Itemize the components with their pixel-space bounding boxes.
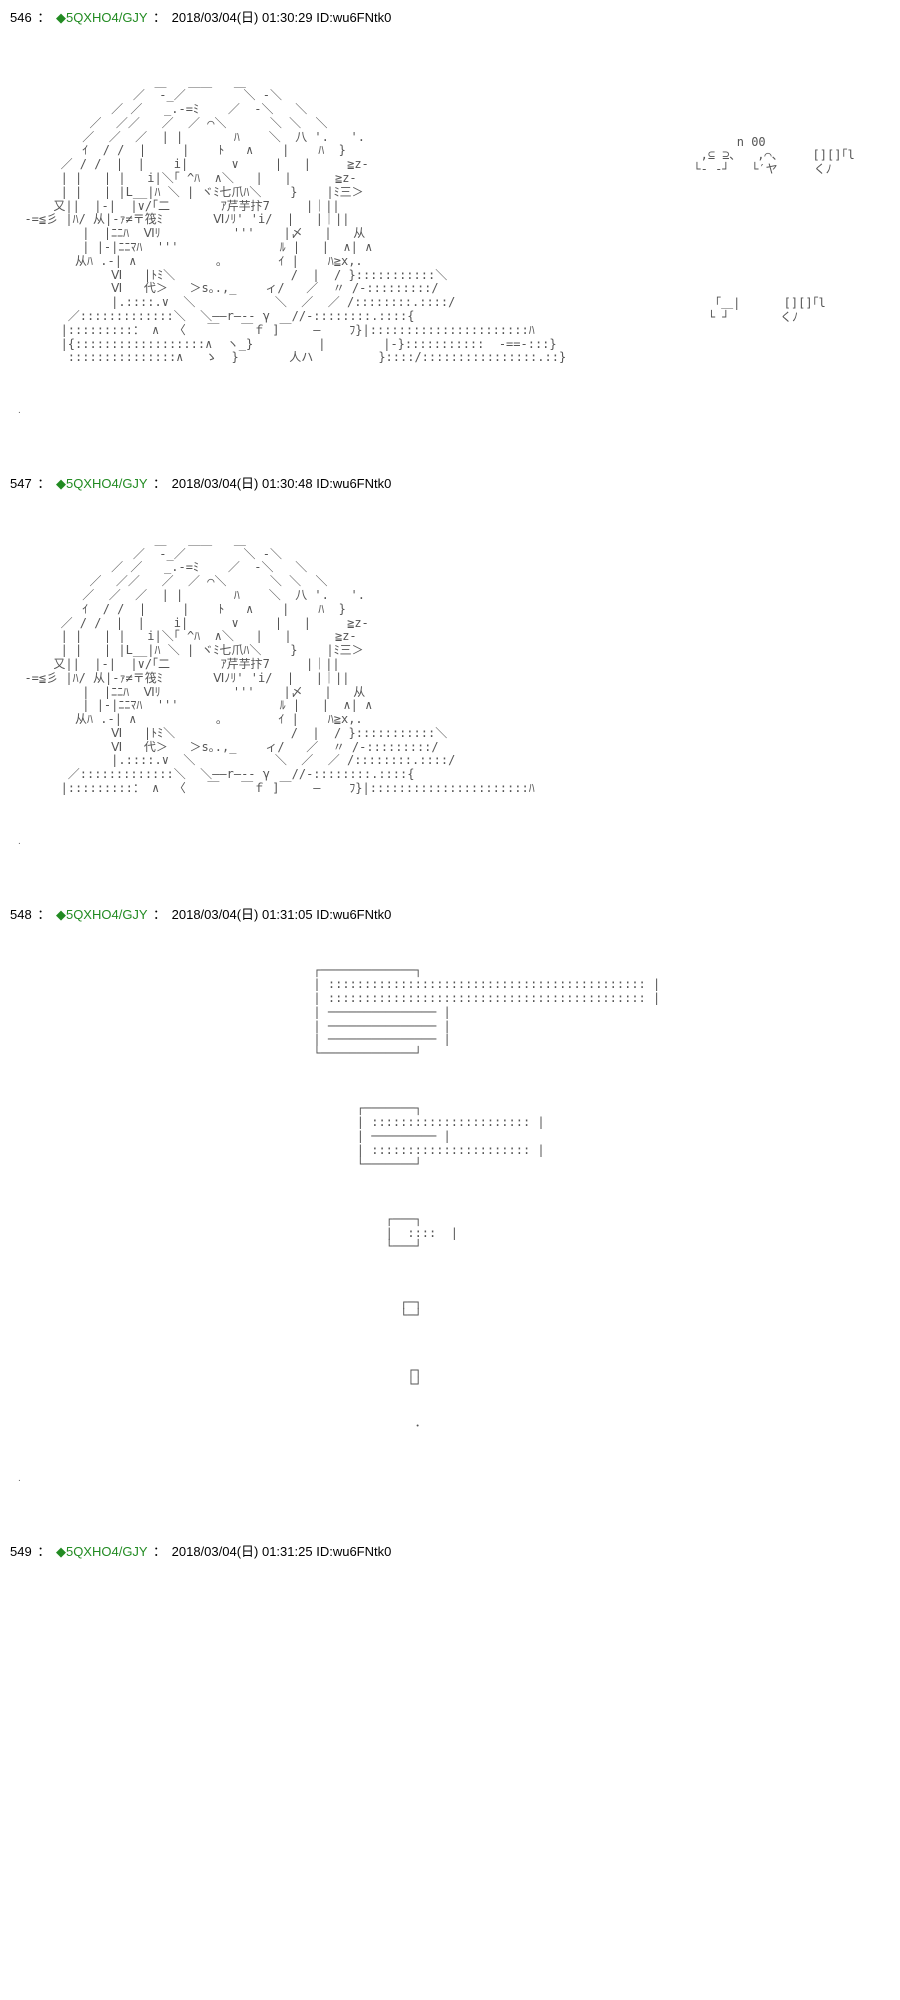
post-id[interactable]: wu6FNtk0 bbox=[333, 10, 392, 25]
post-date: 2018/03/04(日) 01:31:05 bbox=[172, 907, 313, 922]
separator: ： bbox=[37, 1544, 50, 1559]
post: 548 ： ◆5QXHO4/GJY ： 2018/03/04(日) 01:31:… bbox=[0, 897, 900, 1535]
post-number[interactable]: 546 bbox=[10, 10, 32, 25]
separator: ： bbox=[153, 1544, 166, 1559]
tripcode[interactable]: 5QXHO4/GJY bbox=[66, 10, 147, 25]
post-number[interactable]: 549 bbox=[10, 1544, 32, 1559]
ascii-art-main: ＿ ＿＿ ＿ ／ ‐_／ ＼ -＼ ／ ／ _.-=ﾐ ／ -＼ ＼ ／ ／／ … bbox=[10, 76, 566, 366]
separator: ： bbox=[37, 10, 50, 25]
separator: ： bbox=[153, 476, 166, 491]
post-header: 547 ： ◆5QXHO4/GJY ： 2018/03/04(日) 01:30:… bbox=[10, 474, 890, 494]
ascii-art-main: ┌─────────────┐ | ::::::::::::::::::::::… bbox=[10, 964, 890, 1433]
trip-diamond-icon: ◆ bbox=[56, 476, 66, 491]
post-header: 549 ： ◆5QXHO4/GJY ： 2018/03/04(日) 01:31:… bbox=[10, 1542, 890, 1562]
post-end-marker: . bbox=[18, 1473, 890, 1484]
post: 549 ： ◆5QXHO4/GJY ： 2018/03/04(日) 01:31:… bbox=[0, 1534, 900, 1620]
id-label: ID: bbox=[316, 1544, 333, 1559]
post-id[interactable]: wu6FNtk0 bbox=[333, 476, 392, 491]
post-id[interactable]: wu6FNtk0 bbox=[333, 907, 392, 922]
id-label: ID: bbox=[316, 476, 333, 491]
post: 546 ： ◆5QXHO4/GJY ： 2018/03/04(日) 01:30:… bbox=[0, 0, 900, 466]
separator: ： bbox=[153, 10, 166, 25]
ascii-art-main: ＿ ＿＿ ＿ ／ ‐_／ ＼ -＼ ／ ／ _.-=ﾐ ／ -＼ ＼ ／ ／／ … bbox=[10, 534, 890, 796]
tripcode[interactable]: 5QXHO4/GJY bbox=[66, 907, 147, 922]
tripcode[interactable]: 5QXHO4/GJY bbox=[66, 476, 147, 491]
post-date: 2018/03/04(日) 01:30:29 bbox=[172, 10, 313, 25]
post-header: 548 ： ◆5QXHO4/GJY ： 2018/03/04(日) 01:31:… bbox=[10, 905, 890, 925]
separator: ： bbox=[37, 907, 50, 922]
post-date: 2018/03/04(日) 01:30:48 bbox=[172, 476, 313, 491]
id-label: ID: bbox=[316, 10, 333, 25]
post-end-marker: . bbox=[18, 836, 890, 847]
tripcode[interactable]: 5QXHO4/GJY bbox=[66, 1544, 147, 1559]
aa-content-wrap: ＿ ＿＿ ＿ ／ ‐_／ ＼ -＼ ／ ／ _.-=ﾐ ／ -＼ ＼ ／ ／／ … bbox=[10, 36, 890, 366]
trip-diamond-icon: ◆ bbox=[56, 1544, 66, 1559]
post-header: 546 ： ◆5QXHO4/GJY ： 2018/03/04(日) 01:30:… bbox=[10, 8, 890, 28]
post-number[interactable]: 548 bbox=[10, 907, 32, 922]
ascii-art-side-2: ｢＿| [][]｢l └ ┘ くﾉ bbox=[686, 297, 855, 325]
post-number[interactable]: 547 bbox=[10, 476, 32, 491]
post-end-marker: . bbox=[18, 405, 890, 416]
separator: ： bbox=[153, 907, 166, 922]
ascii-art-side-1: n 00 ,⊆ ⊇､ ,⌒、 [][]｢l └‐ ‐┘ └′ヤ くﾉ bbox=[686, 136, 855, 177]
post-id[interactable]: wu6FNtk0 bbox=[333, 1544, 392, 1559]
trip-diamond-icon: ◆ bbox=[56, 10, 66, 25]
separator: ： bbox=[37, 476, 50, 491]
post-date: 2018/03/04(日) 01:31:25 bbox=[172, 1544, 313, 1559]
ascii-art-side: n 00 ,⊆ ⊇､ ,⌒、 [][]｢l └‐ ‐┘ └′ヤ くﾉ ｢＿| [… bbox=[686, 96, 855, 325]
id-label: ID: bbox=[316, 907, 333, 922]
post: 547 ： ◆5QXHO4/GJY ： 2018/03/04(日) 01:30:… bbox=[0, 466, 900, 897]
trip-diamond-icon: ◆ bbox=[56, 907, 66, 922]
